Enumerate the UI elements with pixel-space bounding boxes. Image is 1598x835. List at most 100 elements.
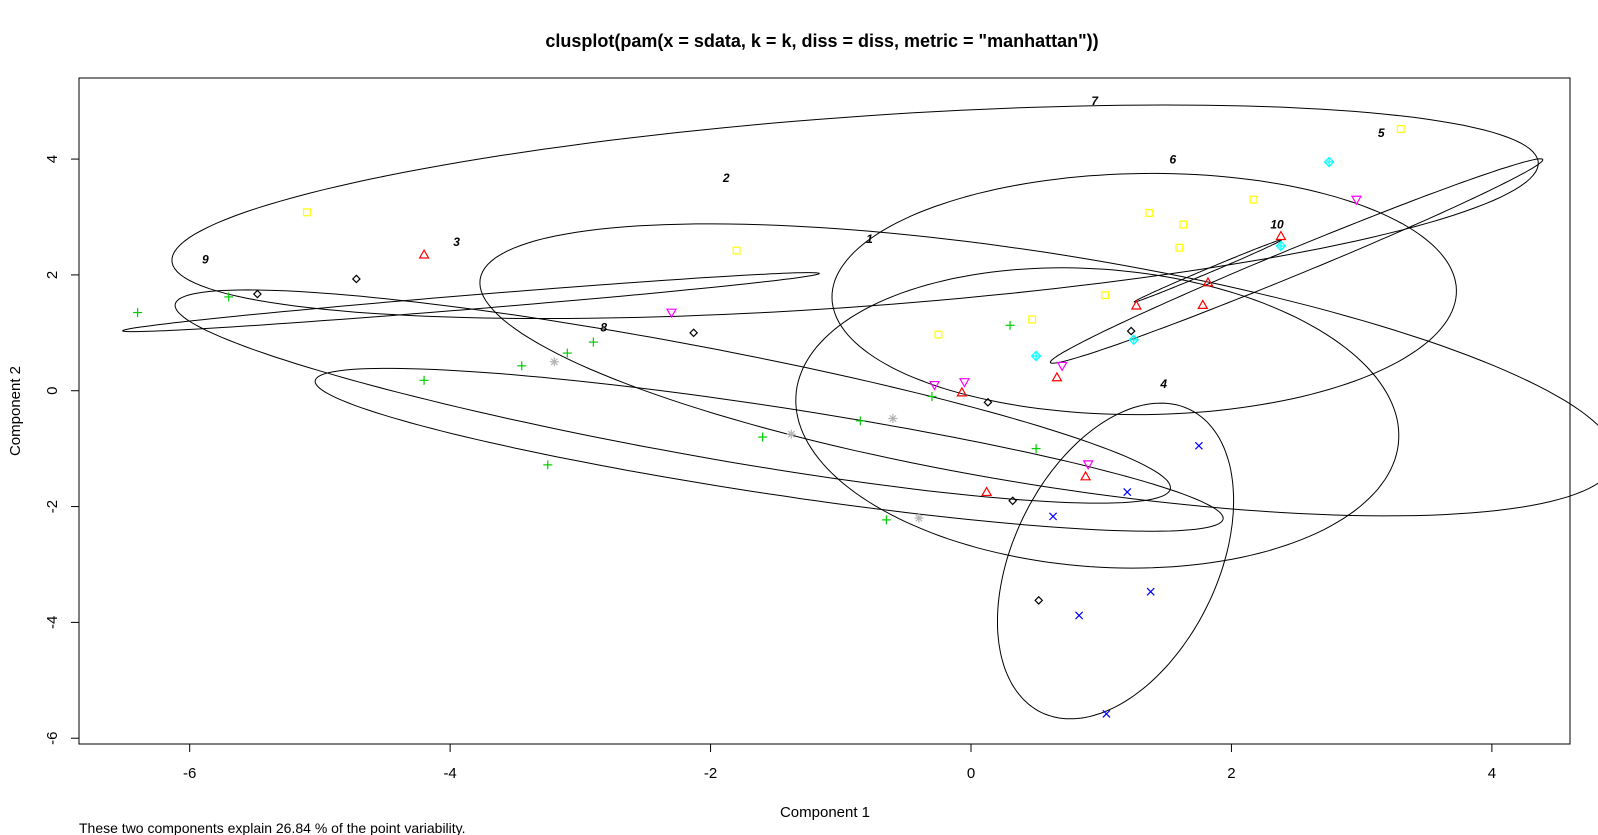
y-tick-label: -4 <box>44 616 61 629</box>
y-tick-label: -2 <box>44 500 61 513</box>
data-point <box>665 308 678 319</box>
data-point <box>1130 299 1142 310</box>
cluster-label-4: 4 <box>1159 377 1167 391</box>
cluster-ellipse-5 <box>1049 158 1544 364</box>
data-point <box>958 378 971 388</box>
data-point <box>351 274 361 284</box>
data-point <box>1146 587 1155 596</box>
cluster-ellipse-10 <box>1133 239 1283 303</box>
data-point <box>881 515 891 525</box>
data-point <box>418 248 430 259</box>
cluster-ellipse-2 <box>479 223 1598 517</box>
data-point <box>732 246 741 255</box>
data-point <box>1126 326 1136 336</box>
data-point <box>689 328 699 338</box>
data-point <box>1102 709 1111 718</box>
chart-title: clusplot(pam(x = sdata, k = k, diss = di… <box>545 31 1098 51</box>
y-axis: -6 -4 -2 0 2 4 <box>44 155 80 745</box>
data-point <box>1080 470 1092 481</box>
y-tick-label: 2 <box>44 271 61 279</box>
variability-footnote: These two components explain 26.84 % of … <box>79 820 466 835</box>
data-point <box>1275 230 1287 241</box>
data-point <box>1031 444 1041 454</box>
data-points <box>133 124 1405 718</box>
data-point <box>1056 361 1068 372</box>
data-point <box>1323 156 1335 168</box>
y-axis-label: Component 2 <box>7 366 24 456</box>
data-point <box>1145 208 1154 217</box>
y-tick-label: -6 <box>44 732 61 745</box>
data-point <box>758 432 768 442</box>
data-point <box>1202 276 1214 287</box>
y-tick-label: 0 <box>44 387 61 395</box>
data-point <box>888 414 898 424</box>
data-point <box>1275 240 1287 252</box>
data-point <box>1030 350 1042 362</box>
data-point <box>914 513 924 523</box>
data-point <box>1175 243 1184 252</box>
data-point <box>543 460 553 470</box>
data-point <box>927 392 937 402</box>
cluster-ellipse-3 <box>174 289 1171 504</box>
data-point <box>1028 315 1037 324</box>
cluster-label-5: 5 <box>1378 126 1385 140</box>
data-point <box>956 386 968 397</box>
data-point <box>252 289 262 299</box>
data-point <box>1350 195 1362 206</box>
data-point <box>224 292 234 302</box>
x-axis-label: Component 1 <box>780 804 870 821</box>
data-point <box>549 357 559 367</box>
data-point <box>1101 291 1110 300</box>
cluster-label-3: 3 <box>453 235 460 249</box>
data-point <box>1075 611 1084 620</box>
data-point <box>1194 441 1203 450</box>
data-point <box>302 208 311 217</box>
data-point <box>1049 512 1058 521</box>
data-point <box>1005 320 1015 330</box>
data-point <box>981 486 993 497</box>
data-point <box>786 429 796 439</box>
cluster-ellipse-7 <box>171 104 1539 319</box>
x-tick-label: 2 <box>1227 765 1235 782</box>
cluster-ellipse-9 <box>122 272 820 333</box>
y-tick-label: 4 <box>44 155 61 163</box>
data-point <box>1008 496 1018 506</box>
data-point <box>983 397 993 407</box>
cluster-label-2: 2 <box>722 171 730 185</box>
x-axis: -6 -4 -2 0 2 4 <box>183 743 1496 782</box>
cluster-label-6: 6 <box>1169 153 1176 167</box>
x-tick-label: 0 <box>967 765 975 782</box>
cluster-label-1: 1 <box>866 232 873 246</box>
data-point <box>562 348 572 358</box>
cluster-labels: 1 2 3 4 5 6 7 8 9 10 <box>202 94 1385 391</box>
data-point <box>1396 124 1405 133</box>
data-point <box>1249 195 1258 204</box>
x-tick-label: -6 <box>183 765 196 782</box>
data-point <box>588 337 598 347</box>
cluster-ellipse-6 <box>831 172 1457 416</box>
data-point <box>419 375 429 385</box>
data-point <box>1123 488 1132 497</box>
data-point <box>1034 595 1044 605</box>
data-point <box>934 330 943 339</box>
data-point <box>1128 334 1140 346</box>
cluster-ellipse-4 <box>997 402 1235 720</box>
cluster-ellipse-1 <box>795 267 1400 569</box>
data-point <box>855 416 865 426</box>
data-point <box>1179 220 1188 229</box>
cluster-label-7: 7 <box>1091 94 1099 108</box>
plot-frame <box>78 77 1571 745</box>
x-tick-label: -4 <box>443 765 456 782</box>
x-tick-label: 4 <box>1488 765 1496 782</box>
x-tick-label: -2 <box>704 765 717 782</box>
cluster-label-10: 10 <box>1270 218 1284 232</box>
cluster-label-9: 9 <box>202 252 209 266</box>
data-point <box>1051 371 1063 382</box>
data-point <box>133 308 143 318</box>
cluster-label-8: 8 <box>600 321 607 335</box>
data-point <box>1082 460 1094 470</box>
cluster-ellipses <box>122 104 1598 720</box>
cluster-ellipse-8 <box>314 367 1224 532</box>
data-point <box>1197 299 1209 309</box>
